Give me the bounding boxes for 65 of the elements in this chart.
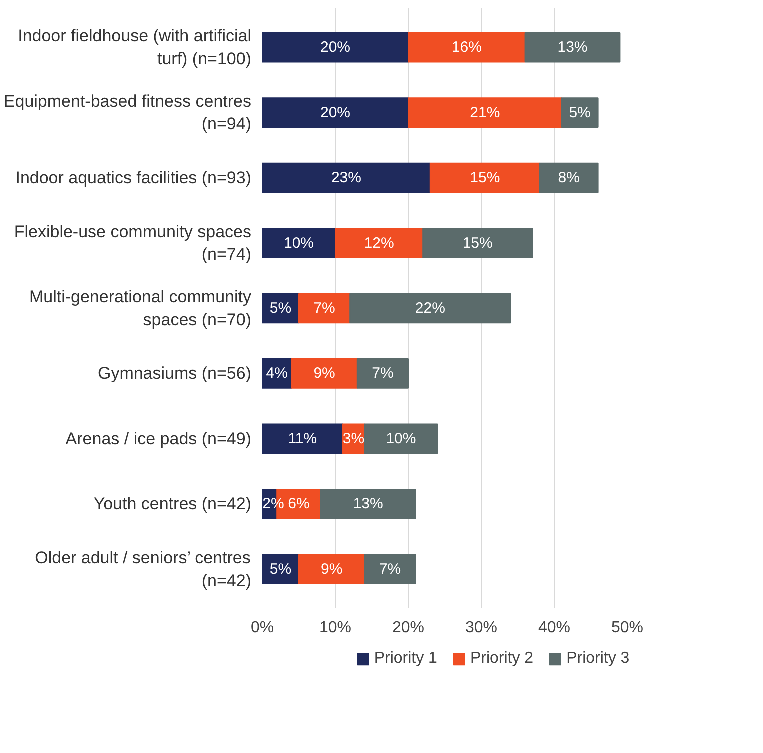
data-label: 10% <box>284 234 314 252</box>
y-tick-label: Older adult / seniors’ centres (n=42) <box>35 548 252 590</box>
data-label: 3% <box>342 430 365 448</box>
data-label: 20% <box>320 39 351 56</box>
bar <box>298 554 366 585</box>
data-label: 9% <box>321 560 343 578</box>
data-label: 6% <box>288 496 310 513</box>
data-label: 8% <box>558 170 580 187</box>
bar <box>262 32 409 63</box>
bar <box>291 358 358 389</box>
y-tick-label: Equipment-based fitness centres (n=94) <box>4 92 252 134</box>
y-tick-label: Multi-generational community spaces (n=70) <box>29 288 252 330</box>
data-label: 11% <box>288 430 318 448</box>
bar <box>422 228 534 258</box>
bar <box>262 162 431 194</box>
data-label: 13% <box>353 496 384 513</box>
y-tick-label: Gymnasiums (n=56) <box>98 364 252 384</box>
data-label: 15% <box>470 170 500 187</box>
data-label: 20% <box>320 104 351 122</box>
data-label: 22% <box>415 300 446 317</box>
data-label: 21% <box>470 104 500 122</box>
bar <box>561 98 599 128</box>
data-label: 5% <box>270 560 292 578</box>
data-label: 7% <box>314 300 336 317</box>
data-label: 12% <box>364 234 394 252</box>
bar <box>430 162 540 194</box>
bar <box>320 488 416 520</box>
y-tick-label: Indoor aquatics facilities (n=93) <box>16 168 252 188</box>
bar <box>262 424 344 454</box>
bar <box>408 98 562 128</box>
data-label: 13% <box>558 39 588 56</box>
bar <box>408 32 526 63</box>
legend-label: Priority 1 <box>374 650 438 668</box>
data-label: 7% <box>379 560 402 578</box>
data-label: 7% <box>372 365 394 382</box>
data-label: 10% <box>386 430 416 448</box>
y-tick-label: Arenas / ice pads (n=49) <box>66 429 252 448</box>
bar <box>524 32 621 63</box>
data-label: 15% <box>462 234 493 252</box>
legend-label: Priority 3 <box>566 650 630 668</box>
bar <box>356 358 409 389</box>
x-tick-label: 0% <box>250 620 274 636</box>
data-label: 16% <box>452 39 482 56</box>
data-label: 9% <box>314 365 336 382</box>
x-tick-label: 20% <box>392 620 425 636</box>
data-label: 5% <box>569 104 591 122</box>
bar <box>262 228 336 258</box>
x-tick-label: 10% <box>319 620 352 636</box>
x-tick-label: 40% <box>538 620 571 636</box>
bar <box>262 98 409 128</box>
x-tick-label: 50% <box>611 620 644 636</box>
data-label: 5% <box>270 300 292 317</box>
data-label: 23% <box>331 170 362 187</box>
x-tick-label: 30% <box>465 620 498 636</box>
y-tick-label: Youth centres (n=42) <box>94 494 252 514</box>
bar <box>364 554 416 585</box>
bar <box>364 424 438 454</box>
bar <box>335 228 424 258</box>
legend-label: Priority 2 <box>470 650 534 668</box>
y-tick-label: Flexible-use community spaces (n=74) <box>14 222 252 264</box>
y-tick-label: Indoor fieldhouse (with artificial turf) (n=100) <box>18 26 252 69</box>
bar <box>350 293 512 324</box>
bar <box>298 293 351 324</box>
bar <box>539 162 599 194</box>
data-label: 4% <box>266 365 288 382</box>
